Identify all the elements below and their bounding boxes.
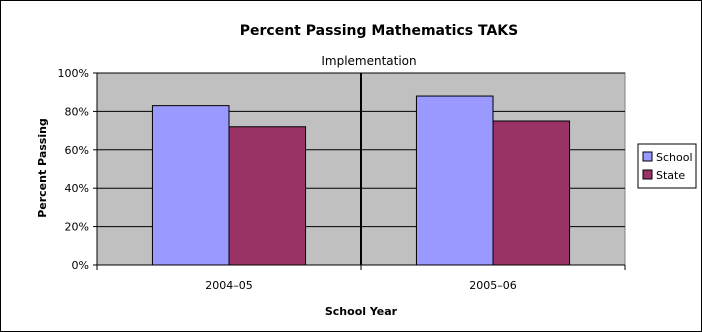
bar-school xyxy=(151,105,230,266)
chart-title: Percent Passing Mathematics TAKS xyxy=(240,23,518,39)
legend-box xyxy=(637,143,697,189)
legend: School State xyxy=(637,143,697,189)
x-tick-labels: 2004–05 2005–06 xyxy=(205,279,517,292)
bar-state xyxy=(228,126,307,266)
legend-swatch-school xyxy=(642,151,653,162)
bar-school xyxy=(415,95,494,266)
x-tick-label: 2005–06 xyxy=(469,279,517,292)
bar-state xyxy=(492,120,571,266)
y-tick-label: 100% xyxy=(58,67,89,80)
bars xyxy=(151,95,571,266)
y-tick-label: 0% xyxy=(72,259,89,272)
legend-label-state: State xyxy=(656,169,685,182)
x-tick-label: 2004–05 xyxy=(205,279,253,292)
y-tick-label: 80% xyxy=(65,105,89,118)
y-axis-label: Percent Passing xyxy=(36,118,49,218)
y-tick-label: 40% xyxy=(65,182,89,195)
implementation-annotation: Implementation xyxy=(321,54,416,68)
legend-swatch-state xyxy=(642,169,653,180)
axes xyxy=(93,72,626,270)
legend-label-school: School xyxy=(656,151,693,164)
y-tick-label: 60% xyxy=(65,144,89,157)
y-tick-labels: 0% 20% 40% 60% 80% 100% xyxy=(58,67,89,272)
y-tick-label: 20% xyxy=(65,221,89,234)
x-axis-label: School Year xyxy=(325,305,398,318)
